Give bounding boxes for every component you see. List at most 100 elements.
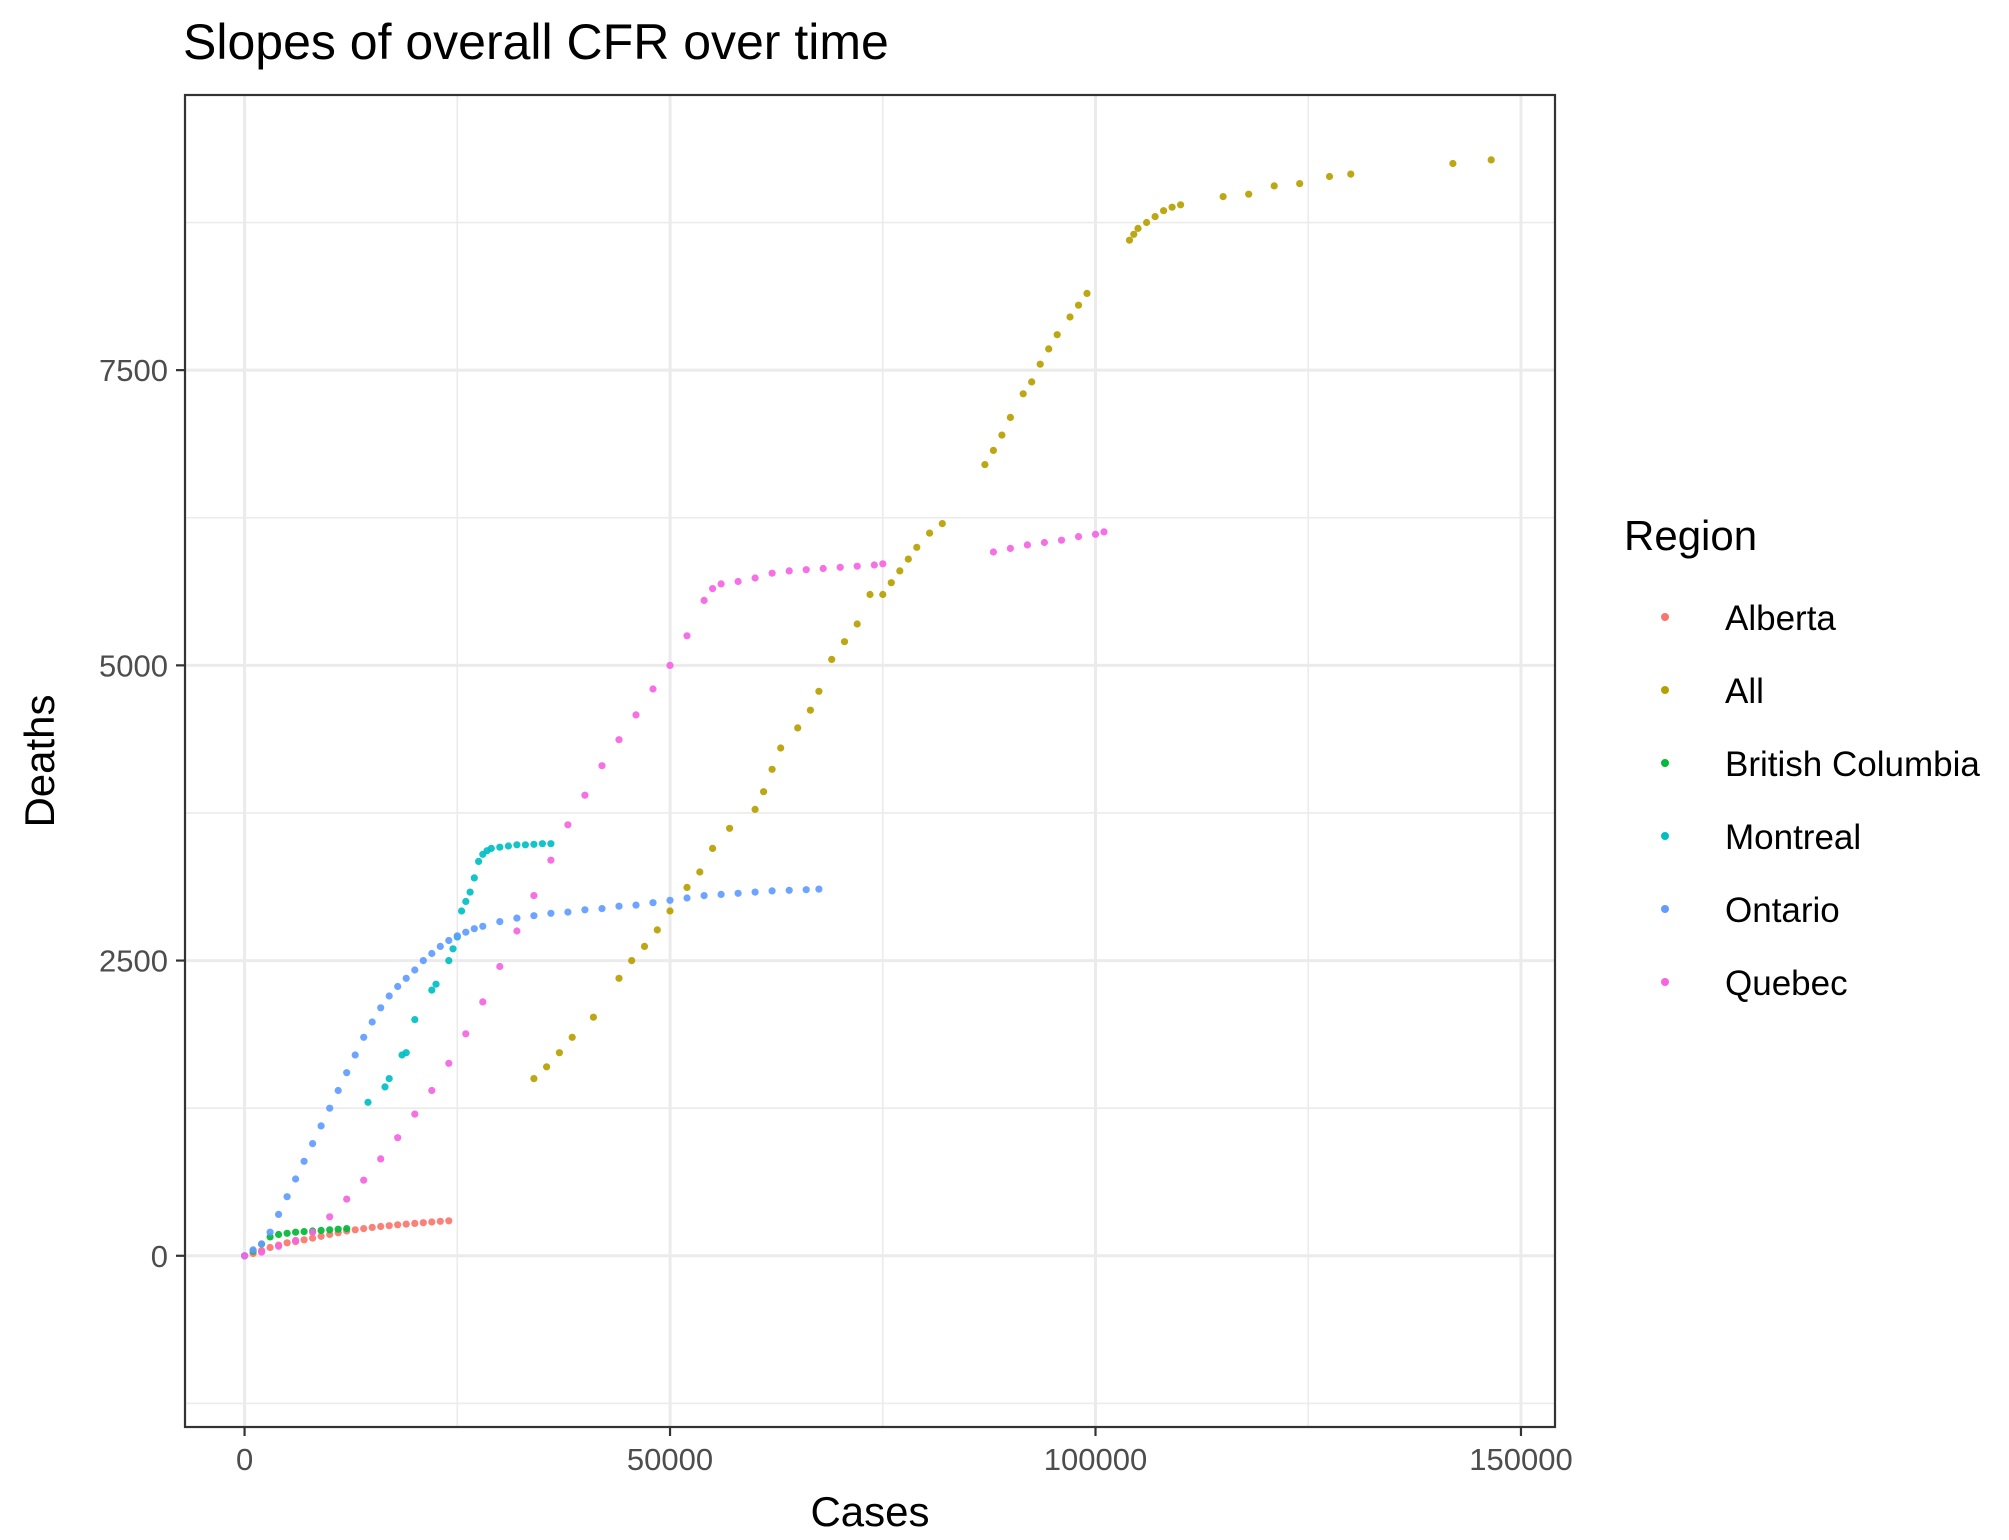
point-ontario xyxy=(343,1069,351,1077)
point-montreal xyxy=(496,843,504,851)
point-all xyxy=(530,1075,538,1083)
point-all xyxy=(1219,193,1227,201)
point-alberta xyxy=(266,1243,274,1252)
point-ontario xyxy=(666,896,674,904)
point-montreal xyxy=(462,897,470,906)
point-ontario xyxy=(326,1104,334,1112)
point-all xyxy=(1245,190,1253,198)
point-all xyxy=(1006,413,1015,421)
point-montreal xyxy=(381,1083,389,1091)
point-ontario xyxy=(470,925,478,933)
point-ontario xyxy=(394,982,402,991)
point-ontario xyxy=(479,922,487,930)
point-montreal xyxy=(487,844,495,853)
legend-label-british-columbia: British Columbia xyxy=(1725,745,1980,784)
point-quebec xyxy=(598,762,606,770)
point-all xyxy=(828,655,836,664)
point-ontario xyxy=(402,974,410,982)
point-all xyxy=(866,590,874,599)
point-all xyxy=(653,926,661,934)
point-ontario xyxy=(598,905,606,913)
point-quebec xyxy=(751,574,759,582)
point-ontario xyxy=(649,899,657,907)
point-ontario xyxy=(700,892,708,900)
legend-label-montreal: Montreal xyxy=(1725,818,1861,857)
point-montreal xyxy=(521,841,530,849)
point-quebec xyxy=(700,596,708,605)
point-all xyxy=(904,555,912,563)
point-montreal xyxy=(432,980,440,988)
point-alberta xyxy=(317,1232,325,1240)
point-all xyxy=(815,687,823,695)
legend-title: Region xyxy=(1624,512,1757,559)
point-quebec xyxy=(649,685,657,693)
point-all xyxy=(696,868,704,876)
point-ontario xyxy=(411,966,419,974)
point-quebec xyxy=(530,892,538,900)
point-quebec xyxy=(411,1110,419,1118)
point-ontario xyxy=(445,936,453,945)
plot-background xyxy=(185,95,1555,1427)
point-quebec xyxy=(581,791,589,799)
grid-major xyxy=(185,95,1555,1427)
point-ontario xyxy=(717,890,725,899)
point-british-columbia xyxy=(326,1226,334,1234)
point-montreal xyxy=(475,857,483,866)
point-quebec xyxy=(326,1213,334,1221)
point-quebec xyxy=(709,585,717,593)
point-quebec xyxy=(1100,528,1108,536)
point-all xyxy=(840,638,849,646)
point-montreal xyxy=(504,842,512,850)
point-quebec xyxy=(785,567,793,575)
point-all xyxy=(998,431,1006,439)
point-quebec xyxy=(462,1030,470,1038)
point-quebec xyxy=(632,711,640,719)
point-all xyxy=(1036,360,1044,368)
point-all xyxy=(768,765,776,773)
point-all xyxy=(1143,218,1151,227)
point-ontario xyxy=(309,1140,317,1148)
point-british-columbia xyxy=(300,1228,308,1236)
point-ontario xyxy=(513,914,521,922)
point-ontario xyxy=(300,1157,308,1165)
point-alberta xyxy=(394,1221,402,1229)
point-montreal xyxy=(385,1075,393,1083)
point-british-columbia xyxy=(334,1225,342,1233)
point-alberta xyxy=(436,1217,444,1225)
point-alberta xyxy=(428,1218,436,1226)
point-all xyxy=(1449,159,1457,168)
point-ontario xyxy=(283,1193,291,1201)
point-all xyxy=(981,461,989,469)
point-all xyxy=(1296,180,1304,188)
legend-key-all xyxy=(1661,686,1669,694)
y-axis-title: Deaths xyxy=(16,694,63,827)
point-montreal xyxy=(547,840,555,848)
point-ontario xyxy=(496,918,504,926)
point-alberta xyxy=(402,1220,410,1228)
point-all xyxy=(806,706,815,714)
point-alberta xyxy=(411,1219,419,1227)
point-all xyxy=(709,844,717,853)
point-british-columbia xyxy=(283,1229,291,1237)
point-quebec xyxy=(496,962,504,971)
point-quebec xyxy=(394,1134,402,1142)
point-quebec xyxy=(717,580,725,588)
point-ontario xyxy=(317,1122,325,1130)
y-tick-label: 7500 xyxy=(99,353,168,388)
point-quebec xyxy=(343,1195,351,1203)
chart-title: Slopes of overall CFR over time xyxy=(183,14,889,70)
point-ontario xyxy=(436,942,444,951)
point-all xyxy=(1074,301,1083,309)
point-all xyxy=(887,579,895,587)
point-ontario xyxy=(564,908,572,916)
point-all xyxy=(615,974,623,982)
point-all xyxy=(1168,203,1176,211)
point-all xyxy=(683,883,691,892)
point-montreal xyxy=(411,1016,419,1024)
point-ontario xyxy=(385,992,393,1000)
point-quebec xyxy=(819,564,827,573)
point-quebec xyxy=(666,661,674,670)
point-quebec xyxy=(1074,533,1083,541)
point-ontario xyxy=(632,901,640,909)
point-british-columbia xyxy=(292,1228,300,1236)
